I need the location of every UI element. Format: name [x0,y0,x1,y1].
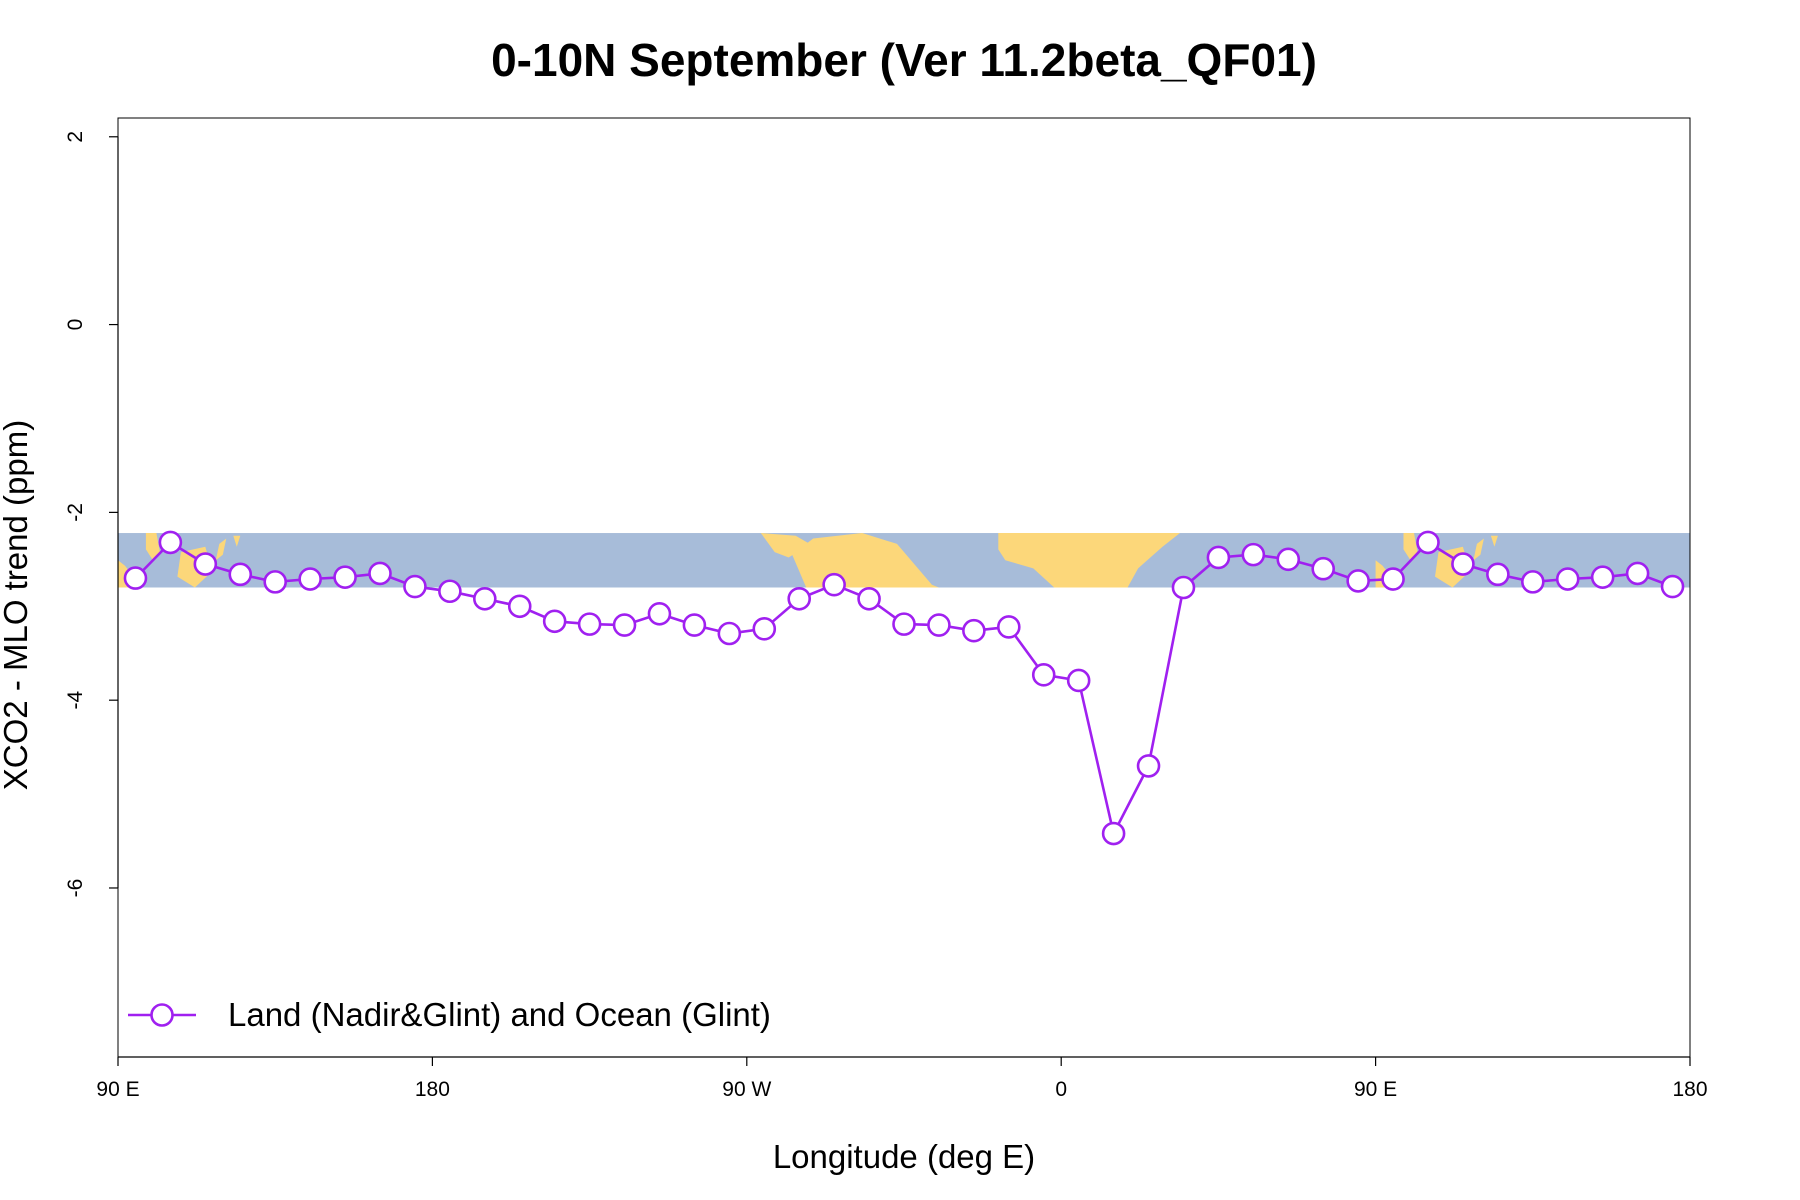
data-point [996,615,1021,639]
landmass-africa [998,533,1180,588]
x-tick-label: 90 E [1354,1078,1397,1101]
data-point [158,530,183,555]
data-point [1590,565,1615,589]
data-point [507,594,532,619]
data-point [1136,754,1161,778]
chart-title: 0-10N September (Ver 11.2beta_QF01) [491,34,1317,86]
data-point [892,612,916,636]
data-point [1171,575,1196,600]
landmass-islands-east [1490,535,1498,547]
data-point [1276,547,1301,572]
x-tick-label: 90 W [722,1078,771,1101]
data-point [1346,569,1370,593]
data-point [1416,530,1440,555]
landmass-philippines-west [215,538,227,561]
y-tick-label: 0 [64,319,87,331]
data-point [1660,574,1685,599]
data-point [403,574,427,599]
landmass-south-america [792,533,939,588]
x-tick-label: 180 [415,1078,450,1101]
data-point [822,572,846,597]
data-point [857,586,881,611]
data-point [542,609,567,634]
data-point [1486,562,1510,587]
data-point [1206,545,1231,570]
series-land-ocean [123,530,1685,846]
x-axis: 90 E 180 90 W 0 90 E 180 [96,1056,1708,1101]
data-point [1625,561,1650,586]
data-point [472,586,497,611]
x-tick-label: 90 E [96,1078,139,1101]
legend-label: Land (Nadir&Glint) and Ocean (Glint) [228,996,771,1033]
legend: Land (Nadir&Glint) and Ocean (Glint) [128,996,771,1033]
landmass-philippines-east [1473,538,1484,561]
data-point [1311,556,1335,581]
data-point [927,613,951,637]
x-tick-label: 0 [1055,1078,1067,1101]
y-tick-label: -2 [64,503,87,522]
legend-marker [150,1003,174,1027]
landmass-malaya-west [145,533,160,561]
y-axis: 2 0 -2 -4 -6 [64,131,119,898]
y-tick-label: -4 [64,691,87,710]
data-point [1101,821,1126,846]
data-point [193,552,218,576]
landmass-islands-west [233,535,241,547]
data-point [577,612,602,636]
data-point [368,561,392,586]
y-tick-label: -6 [64,879,87,898]
x-tick-label: 180 [1672,1078,1707,1101]
data-point [682,613,707,637]
data-point [962,618,986,643]
data-point [1555,567,1580,591]
data-point [333,565,357,589]
data-point [612,613,637,637]
data-point [1521,570,1545,594]
data-point [228,562,253,587]
data-point [123,566,148,590]
y-tick-label: 2 [64,131,87,143]
data-point [787,586,812,611]
data-point [752,617,777,641]
data-point [1381,567,1405,591]
data-point [298,567,322,591]
y-axis-title: XCO2 - MLO trend (ppm) [0,420,34,790]
x-axis-title: Longitude (deg E) [773,1138,1035,1175]
data-point [1066,668,1091,693]
data-point [263,570,288,594]
landmass-malaya-east [1403,533,1418,561]
data-point [717,621,742,646]
data-point [647,601,672,626]
data-point [1241,542,1266,567]
data-point [438,579,462,604]
data-point [1451,552,1475,576]
data-point [1031,663,1056,687]
